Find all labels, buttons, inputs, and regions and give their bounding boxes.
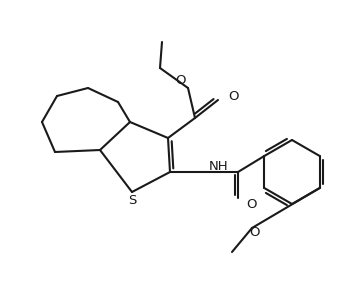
Text: O: O [250,225,260,239]
Text: S: S [128,193,136,206]
Text: O: O [228,89,239,103]
Text: NH: NH [209,160,228,172]
Text: O: O [246,197,257,210]
Text: O: O [176,74,186,87]
